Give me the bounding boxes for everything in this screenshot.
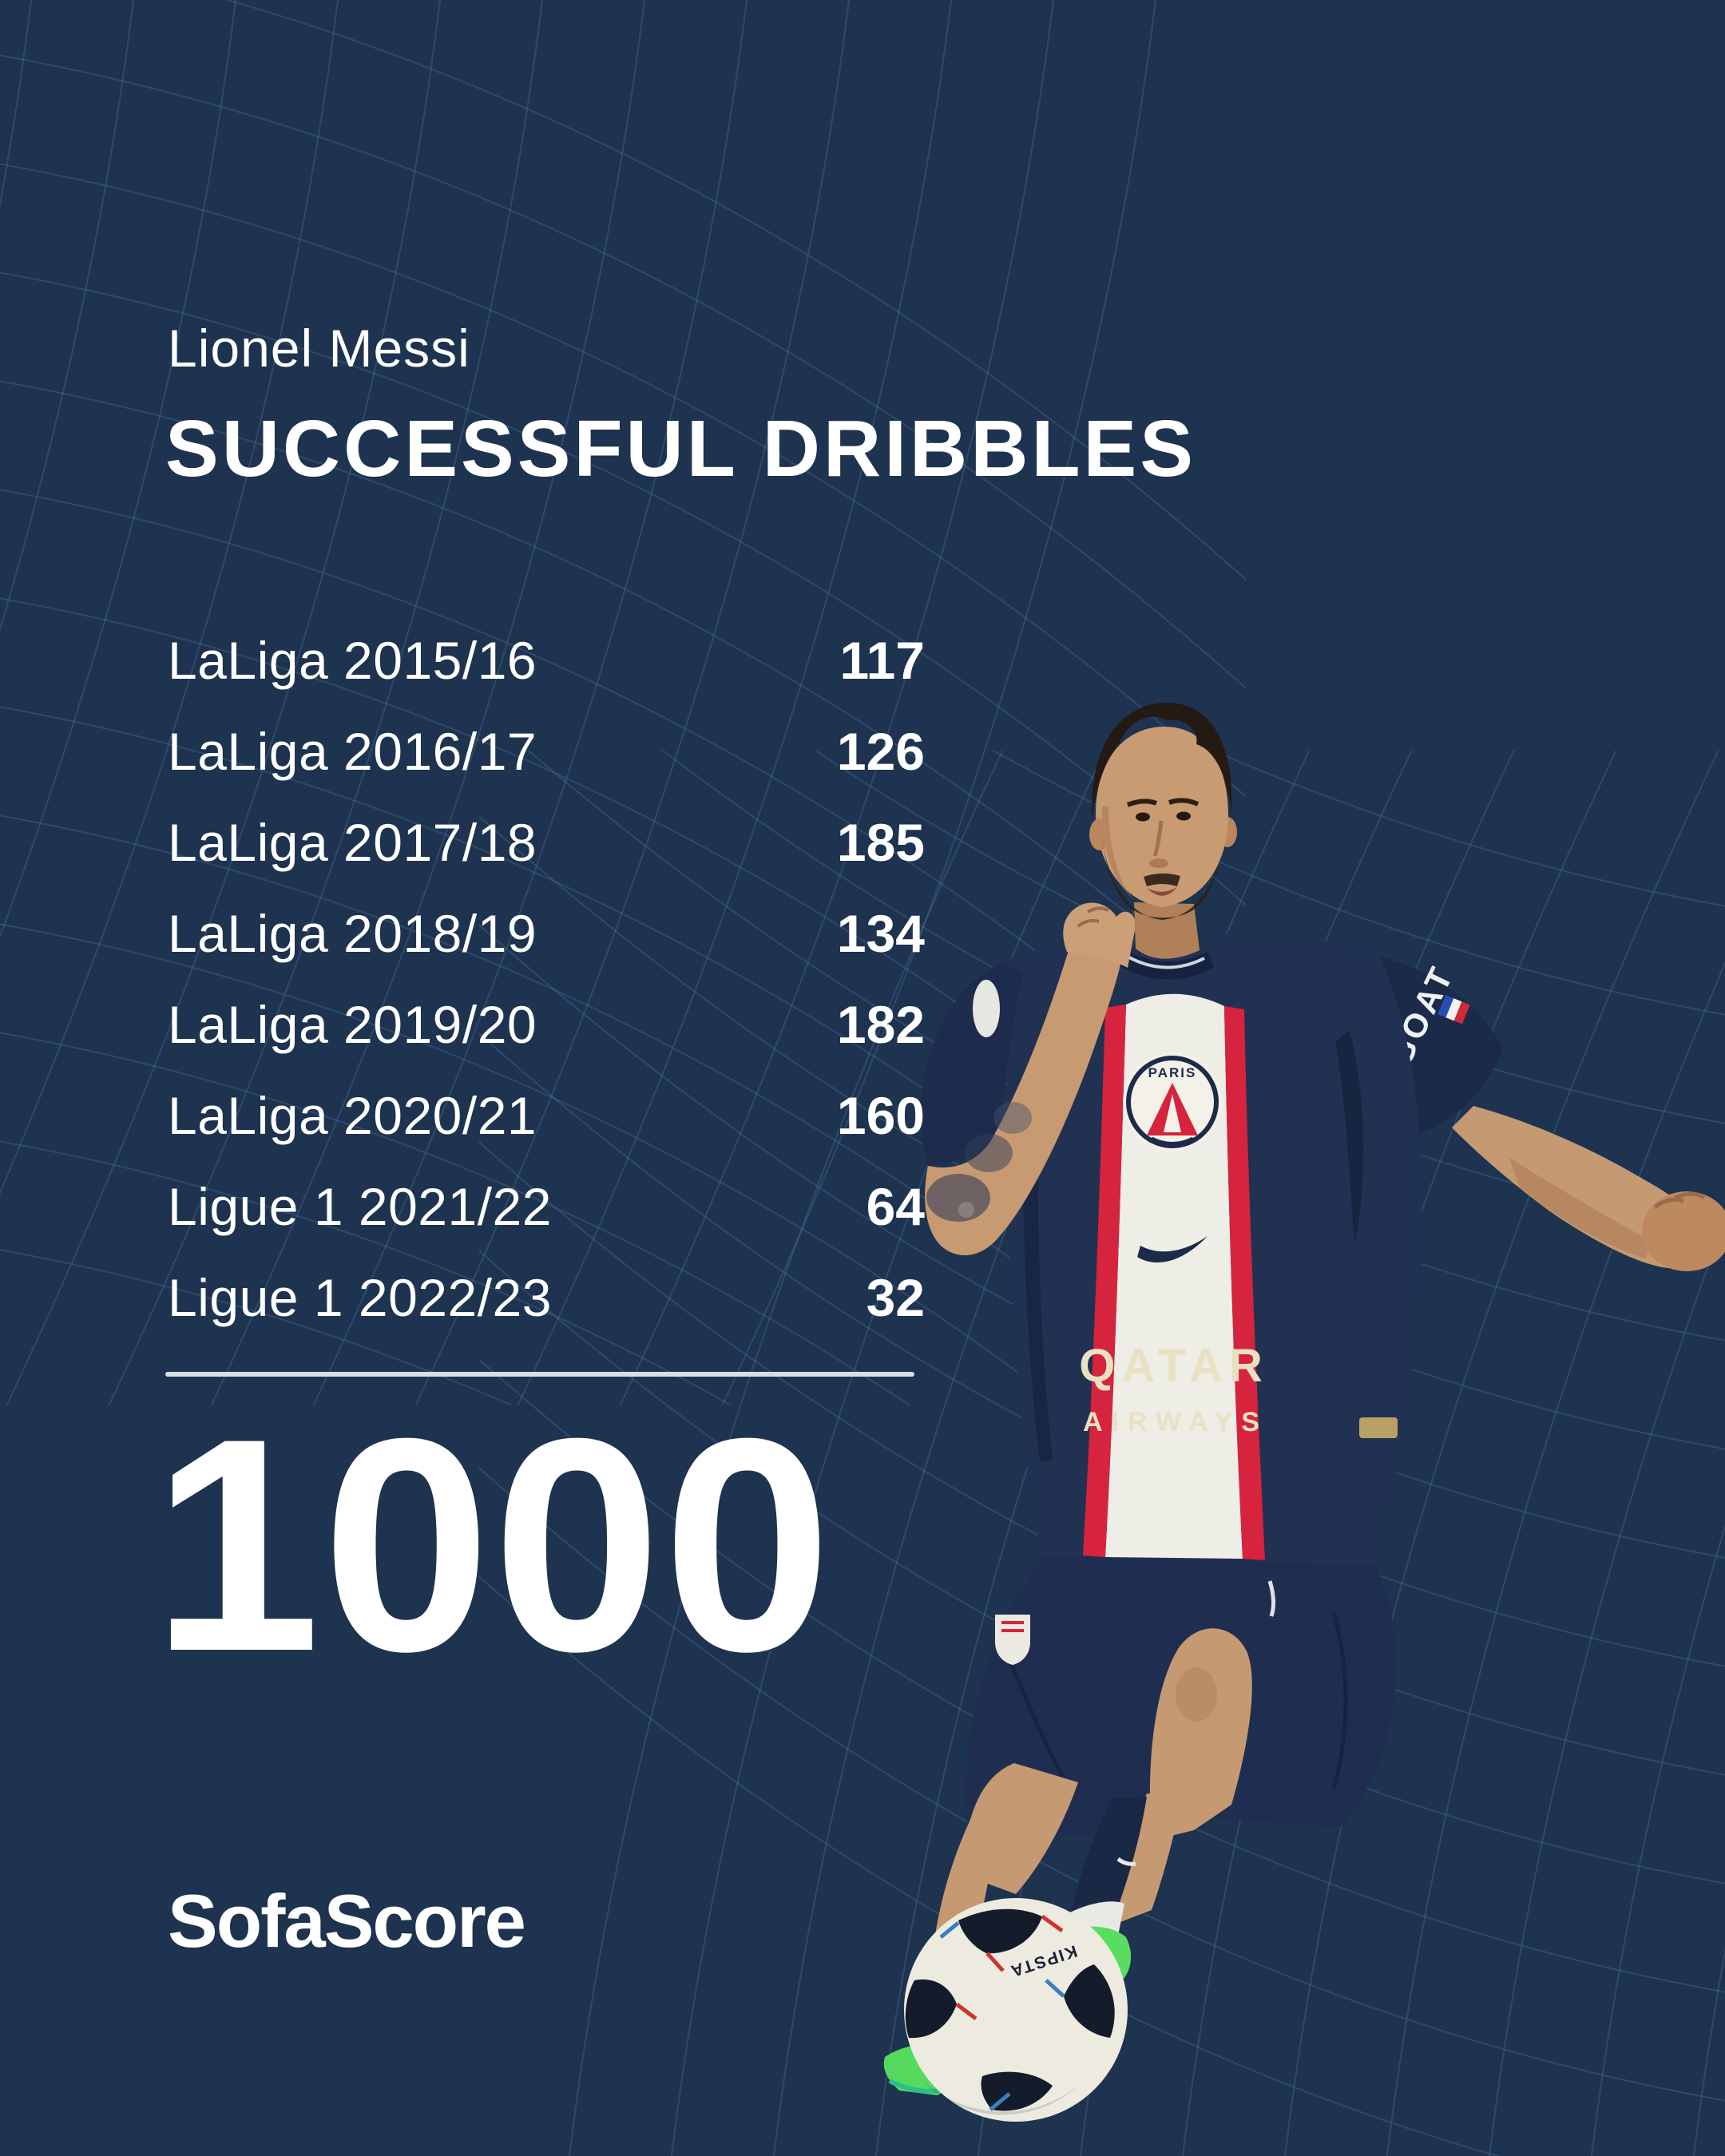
nike-swoosh-icon	[1137, 1236, 1208, 1263]
stat-value: 185	[836, 813, 925, 872]
stat-label: LaLiga 2016/17	[168, 722, 537, 781]
ear	[1089, 818, 1110, 850]
sponsor-line2: AIRWAYS	[1083, 1407, 1268, 1437]
stat-row: LaLiga 2017/18 185	[168, 797, 925, 888]
stat-row: Ligue 1 2021/22 64	[168, 1161, 925, 1252]
page-title: SUCCESSFUL DRIBBLES	[165, 404, 1196, 493]
ligue1-sleeve-patch	[973, 980, 1000, 1037]
stat-row: LaLiga 2015/16 117	[168, 615, 925, 706]
stat-value: 160	[836, 1086, 925, 1145]
jersey-hem-tag	[1359, 1417, 1398, 1438]
left-forearm	[925, 902, 1136, 1256]
france-flag-patch	[1438, 995, 1470, 1024]
stat-value: 182	[836, 995, 925, 1054]
stat-label: Ligue 1 2022/23	[168, 1268, 552, 1327]
left-hand	[1063, 902, 1136, 968]
right-sock	[1070, 1797, 1147, 1916]
stat-value: 64	[866, 1177, 925, 1236]
stat-label: LaLiga 2019/20	[168, 995, 537, 1054]
right-fist	[1642, 1191, 1725, 1271]
total-dribbles: 1000	[152, 1375, 834, 1714]
knee	[1176, 1667, 1217, 1722]
sponsor-line1: QATAR	[1079, 1340, 1269, 1392]
head	[1089, 702, 1237, 959]
stat-label: LaLiga 2017/18	[168, 813, 537, 872]
stat-label: LaLiga 2018/19	[168, 904, 537, 963]
eye	[1136, 812, 1150, 822]
mouth	[1147, 887, 1177, 896]
qatar-airways-sponsor: QATAR AIRWAYS	[1079, 1340, 1269, 1437]
shorts-crest-patch	[995, 1615, 1030, 1665]
stat-label: Ligue 1 2021/22	[168, 1177, 552, 1236]
eye	[1176, 811, 1191, 821]
stat-row: LaLiga 2019/20 182	[168, 979, 925, 1070]
stat-row: LaLiga 2018/19 134	[168, 888, 925, 979]
stat-value: 126	[836, 722, 925, 781]
divider-line	[165, 1372, 914, 1377]
hair	[1092, 702, 1232, 818]
jersey-collar	[1120, 950, 1214, 980]
messi-player-photo: GOAT PARIS	[883, 702, 1725, 2122]
stat-value: 117	[839, 631, 925, 690]
stat-row: LaLiga 2016/17 126	[168, 706, 925, 797]
stat-label: LaLiga 2020/21	[168, 1086, 537, 1145]
stat-row: Ligue 1 2022/23 32	[168, 1252, 925, 1343]
football-ball: KIPSTA	[904, 1898, 1128, 2122]
stats-list: LaLiga 2015/16 117 LaLiga 2016/17 126 La…	[168, 615, 925, 1343]
stat-label: LaLiga 2015/16	[168, 631, 537, 690]
sofascore-logo: SofaScore	[168, 1879, 526, 1963]
stat-value: 134	[836, 904, 925, 963]
stat-value: 32	[866, 1268, 925, 1327]
nose	[1149, 858, 1168, 868]
player-name: Lionel Messi	[168, 319, 470, 378]
right-arm: GOAT	[1350, 950, 1725, 1271]
psg-crest: PARIS	[1123, 1052, 1222, 1151]
stat-row: LaLiga 2020/21 160	[168, 1070, 925, 1161]
eyebrows	[1126, 798, 1200, 807]
crest-text: PARIS	[1148, 1065, 1197, 1080]
left-sleeve	[921, 962, 1024, 1166]
